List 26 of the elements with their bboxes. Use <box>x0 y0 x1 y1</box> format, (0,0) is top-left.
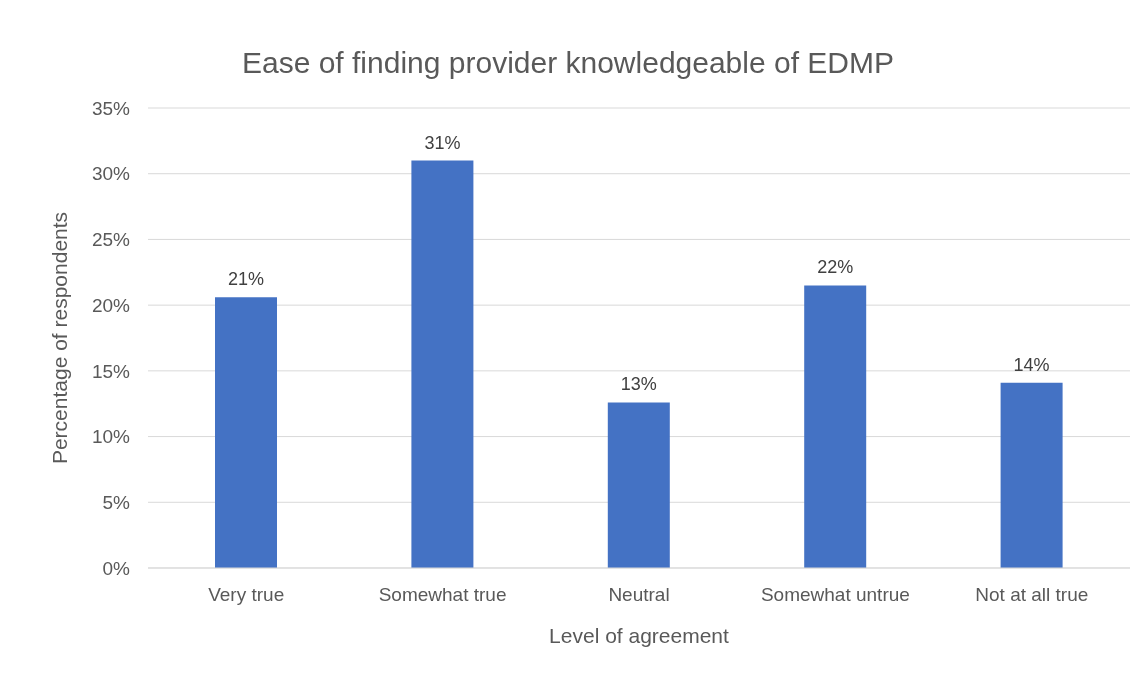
y-tick-label: 25% <box>91 229 131 251</box>
x-tick-label: Somewhat true <box>378 584 507 606</box>
y-axis-title: Percentage of respondents <box>48 211 72 465</box>
y-tick-label: 10% <box>91 426 131 448</box>
x-tick-label: Neutral <box>608 584 670 606</box>
bar <box>1000 382 1063 568</box>
bar <box>215 297 277 568</box>
data-label: 13% <box>620 374 657 395</box>
data-label: 21% <box>227 269 265 290</box>
x-tick-label: Somewhat untrue <box>760 584 910 606</box>
x-tick-label: Not at all true <box>975 584 1089 606</box>
data-label: 14% <box>1013 354 1050 375</box>
data-label: 31% <box>424 132 461 153</box>
x-axis-title: Level of agreement <box>549 624 730 647</box>
y-tick-label: 30% <box>91 163 131 185</box>
y-tick-label: 0% <box>102 557 131 579</box>
x-tick-label: Very true <box>208 584 285 606</box>
bar <box>411 160 474 568</box>
chart-title: Ease of finding provider knowledgeable of EDMP <box>240 46 895 80</box>
y-tick-label: 15% <box>91 360 131 382</box>
y-tick-label: 35% <box>91 97 131 119</box>
bar <box>607 402 670 568</box>
data-label: 22% <box>817 257 854 278</box>
bar <box>804 285 867 568</box>
y-tick-label: 5% <box>102 492 131 514</box>
y-tick-label: 20% <box>91 294 131 316</box>
